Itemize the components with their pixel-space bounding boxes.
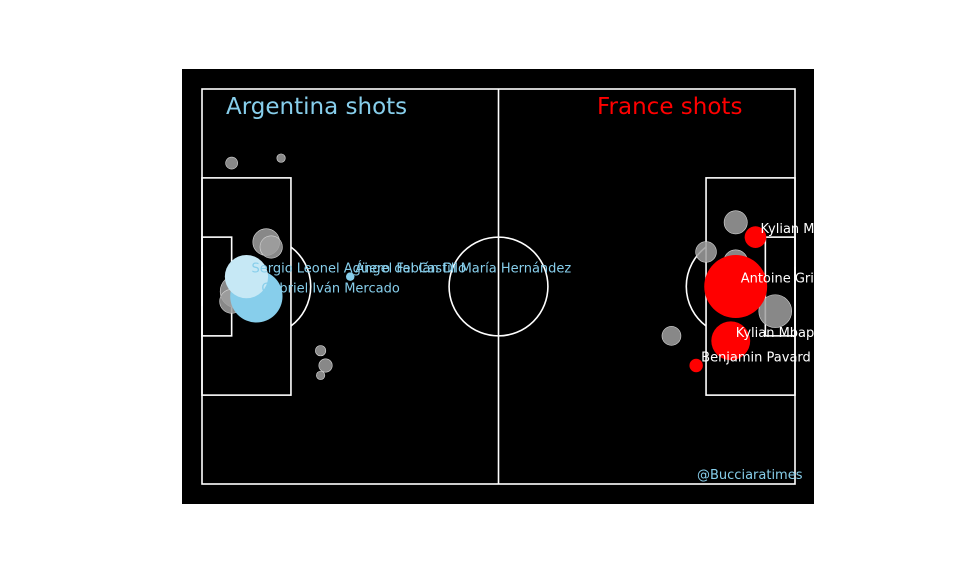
centre-circle [448,236,549,337]
france-miss-marker [661,326,682,346]
credit-text: @Bucciaratimes [697,468,803,483]
left-penalty-arc [290,246,312,327]
france-title: France shots [597,94,742,120]
shot-labels: Gabriel Iván Mercado Sergio Leonel Agüero… [251,222,896,366]
france-miss-marker [723,210,748,235]
argentina-goal-label: Gabriel Iván Mercado [261,281,399,296]
argentina-miss-marker [276,153,286,163]
france-miss-marker [758,294,792,328]
shot-markers [219,153,792,380]
france-goal-marker [704,255,768,318]
argentina-title: Argentina shots [226,94,407,120]
argentina-goal-marker [224,254,269,299]
argentina-miss-marker [315,345,327,357]
france-miss-marker [695,241,717,263]
france-goal-marker [744,226,767,248]
france-goal-label: Kylian Mbappé Lottin [736,326,872,341]
france-goal-marker [689,358,703,373]
argentina-miss-marker [318,358,333,373]
argentina-goal-marker [346,272,355,281]
france-goal-label: Antoine Griezmann [741,272,866,287]
france-goal-label: Kylian Mbappé Lottin [760,222,896,237]
france-goal-marker [711,321,751,361]
argentina-miss-marker [316,370,326,380]
france-goal-label: Benjamin Pavard [701,351,811,366]
argentina-miss-marker [225,156,238,170]
argentina-goal-label: Ángel Fabián Di María Hernández [355,261,571,277]
argentina-goal-label: Sergio Leonel Agüero del Castillo [251,262,466,277]
argentina-miss-marker [259,235,283,259]
